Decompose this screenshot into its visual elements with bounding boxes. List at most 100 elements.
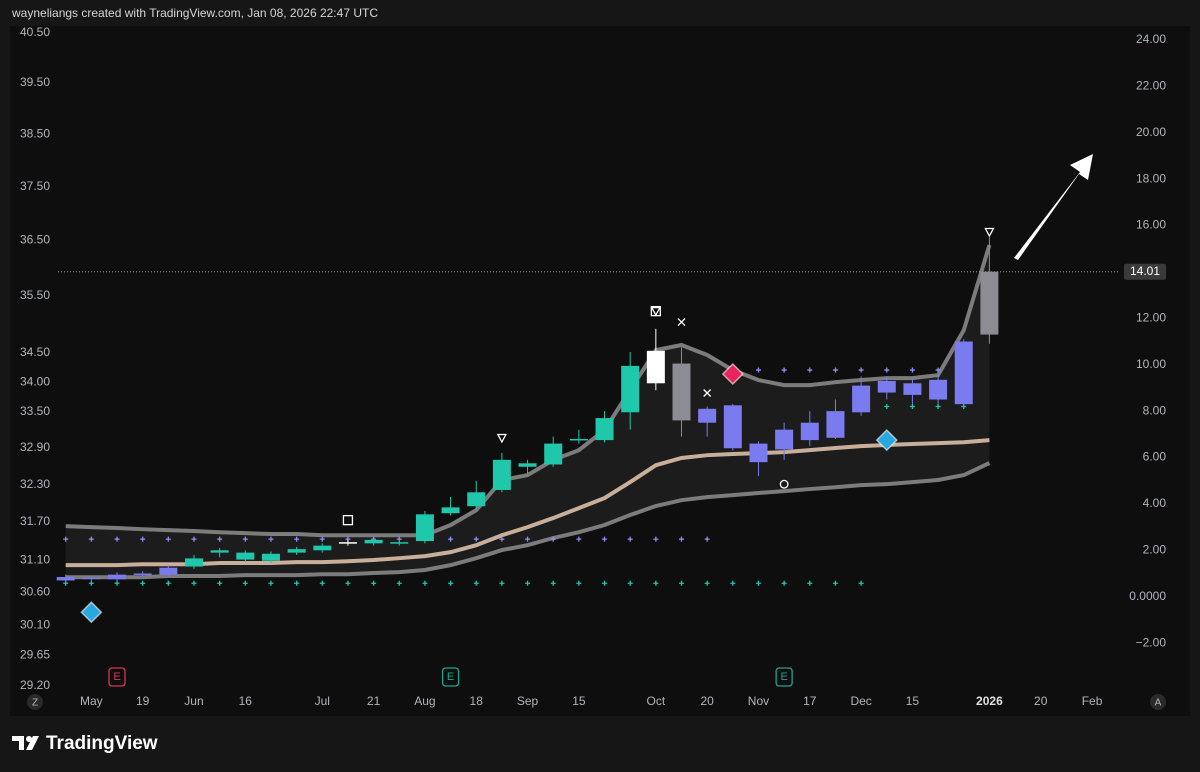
square-marker [342, 514, 354, 526]
y-tick-label: 32.90 [20, 440, 50, 454]
y2-tick-label: 12.00 [1136, 310, 1166, 324]
candle-body [441, 507, 460, 514]
auto-button-label[interactable]: A [1155, 698, 1162, 709]
candle-body [184, 558, 203, 567]
x-tick-label: 21 [367, 694, 381, 708]
x-tick-label: 20 [700, 694, 714, 708]
y-tick-label: 32.30 [20, 477, 50, 491]
y-tick-label: 33.50 [20, 404, 50, 418]
plus-marker [935, 367, 941, 373]
candle-body [261, 553, 280, 561]
chart-panel [10, 26, 1190, 716]
auto-button[interactable] [1150, 694, 1166, 710]
candle-body [646, 350, 665, 384]
plus-marker [294, 536, 300, 542]
x-tick-label: May [80, 694, 103, 708]
candle-body [287, 549, 306, 553]
plus-marker [140, 580, 146, 586]
plus-marker [319, 580, 325, 586]
zoom-button-label[interactable]: Z [32, 698, 38, 709]
earnings-badge [775, 667, 793, 687]
plus-marker [448, 536, 454, 542]
candle-body [877, 380, 896, 393]
diamond-marker [80, 601, 103, 624]
y2-tick-label: 24.00 [1136, 32, 1166, 46]
y-tick-label: 40.50 [20, 25, 50, 39]
plus-marker [88, 580, 94, 586]
x-tick-label: 18 [470, 694, 484, 708]
candle-body [364, 539, 383, 544]
x-tick-label: Jun [184, 694, 203, 708]
candle-body [492, 459, 511, 490]
band-fill [65, 245, 990, 578]
plus-marker [448, 580, 454, 586]
logo-icon [12, 736, 39, 750]
y2-tick-label: −2.00 [1136, 635, 1167, 649]
plus-marker [653, 580, 659, 586]
plus-marker [576, 536, 582, 542]
candle-body [672, 363, 691, 421]
y2-tick-label: 8.00 [1143, 403, 1167, 417]
plus-marker [704, 536, 710, 542]
y-tick-label: 29.65 [20, 648, 50, 662]
y2-tick-label: 18.00 [1136, 171, 1166, 185]
y-tick-label: 37.50 [20, 179, 50, 193]
y-tick-label: 35.50 [20, 288, 50, 302]
plus-marker [653, 536, 659, 542]
plus-marker [755, 580, 761, 586]
diamond-marker [721, 362, 744, 386]
plus-marker [909, 403, 915, 409]
plus-marker [396, 580, 402, 586]
candle-body [800, 422, 819, 441]
plus-marker [550, 580, 556, 586]
plus-marker [165, 580, 171, 586]
candle-body [159, 567, 178, 575]
plus-marker [832, 580, 838, 586]
plus-marker [268, 536, 274, 542]
plus-marker [679, 536, 685, 542]
zoom-button[interactable] [27, 694, 43, 710]
y-tick-label: 30.60 [20, 585, 50, 599]
x-tick-label: Nov [748, 694, 769, 708]
y-tick-label: 31.70 [20, 514, 50, 528]
x-tick-label: Sep [517, 694, 539, 708]
indicator-line [65, 461, 991, 580]
y2-tick-label: 10.00 [1136, 357, 1166, 371]
x-tick-label: Oct [647, 694, 666, 708]
header-text: wayneliangs created with TradingView.com… [11, 6, 378, 20]
candle-body [569, 438, 588, 441]
plus-marker [114, 536, 120, 542]
last-price-label: 14.01 [1130, 264, 1160, 278]
y-tick-label: 38.50 [20, 126, 50, 140]
y-tick-label: 39.50 [20, 75, 50, 89]
plus-marker [884, 403, 890, 409]
last-price-box [1124, 263, 1166, 280]
candle-body [723, 405, 742, 449]
plus-marker [602, 580, 608, 586]
indicator-line [65, 438, 990, 568]
plus-marker [473, 580, 479, 586]
plus-marker [499, 536, 505, 542]
plus-marker [807, 367, 813, 373]
candle-body [467, 492, 486, 507]
diamond-marker [875, 429, 898, 452]
plus-marker [858, 367, 864, 373]
plus-marker [242, 580, 248, 586]
plus-marker [268, 580, 274, 586]
earnings-badge-label: E [447, 671, 454, 683]
logo-text: TradingView [46, 733, 158, 754]
plus-marker [935, 403, 941, 409]
plus-marker [627, 580, 633, 586]
plus-marker [191, 580, 197, 586]
candle-body [698, 408, 717, 423]
indicator-line [65, 244, 992, 538]
plus-marker [499, 580, 505, 586]
plus-marker [371, 580, 377, 586]
plus-marker [576, 580, 582, 586]
candle-body [415, 514, 434, 542]
triangle-marker [984, 227, 995, 238]
y2-tick-label: 0.0000 [1129, 589, 1166, 603]
plus-marker [832, 367, 838, 373]
x-tick-label: 20 [1034, 694, 1048, 708]
